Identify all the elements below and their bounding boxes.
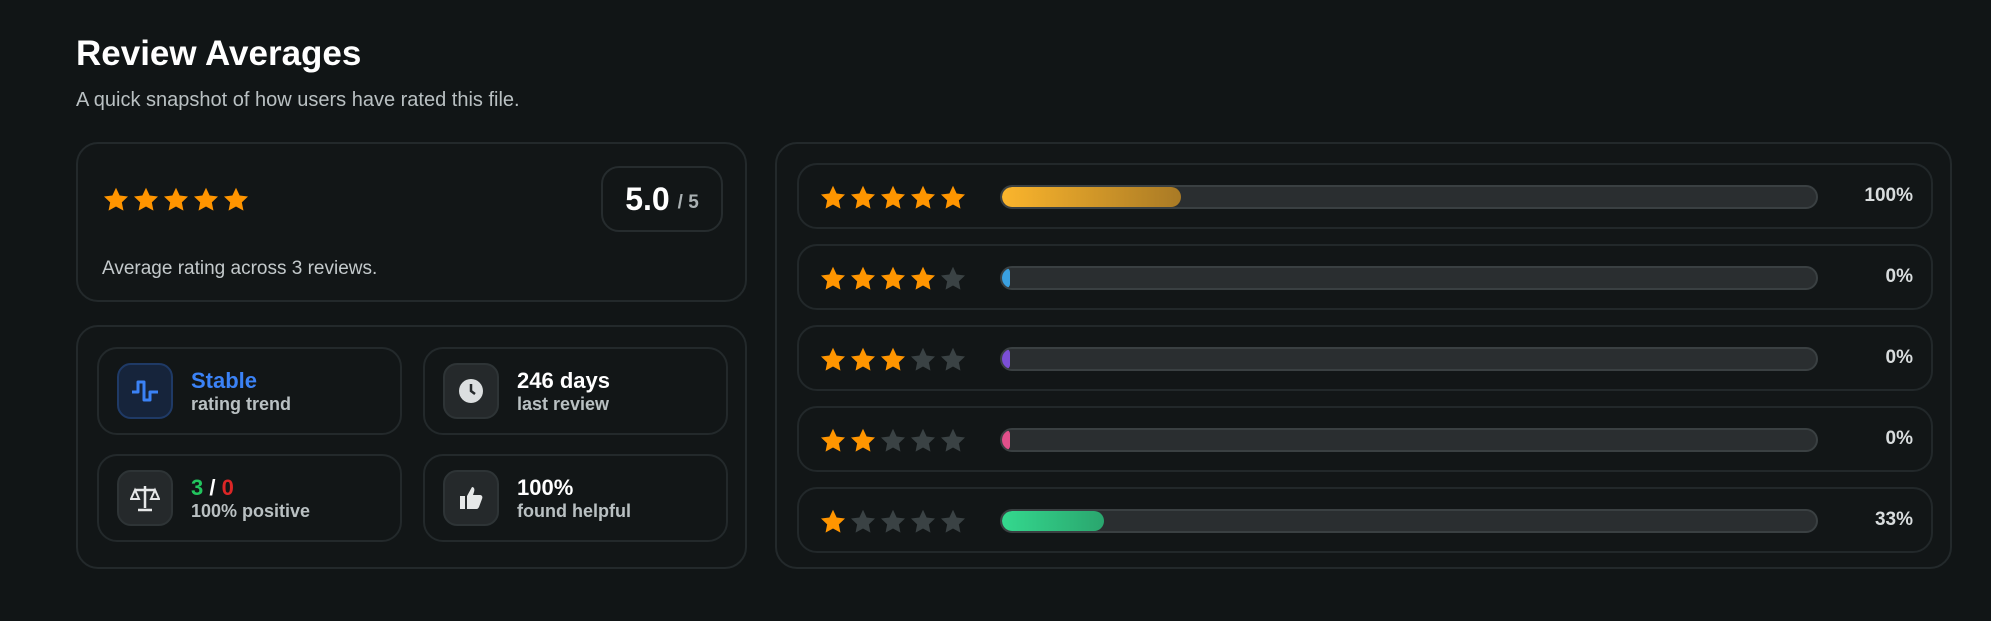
rating-percent: 100%	[1864, 185, 1913, 206]
rating-percent: 33%	[1874, 509, 1913, 530]
average-caption: Average rating across 3 reviews.	[102, 258, 378, 279]
rating-bar	[1000, 185, 1818, 209]
score-badge: 5.0 / 5	[601, 166, 723, 232]
clock-icon	[443, 363, 499, 419]
average-card: 5.0 / 5 Average rating across 3 reviews.	[76, 142, 747, 302]
average-stars	[102, 186, 250, 214]
positive-count: 3	[191, 474, 204, 500]
star-icon	[910, 347, 936, 371]
row-stars	[819, 427, 967, 455]
star-icon	[940, 428, 966, 452]
stat-trend: Stable rating trend	[97, 347, 402, 435]
stat-value: 3 / 0	[191, 475, 310, 500]
stat-label: found helpful	[517, 500, 631, 521]
star-icon	[940, 266, 966, 290]
star-icon	[820, 428, 846, 452]
star-icon	[910, 428, 936, 452]
star-icon	[820, 347, 846, 371]
rating-row-4: 0%	[797, 244, 1933, 310]
stat-label: rating trend	[191, 393, 292, 414]
star-icon	[940, 509, 966, 533]
score-value: 5.0	[625, 180, 670, 217]
star-icon	[103, 187, 129, 211]
rating-bar-fill	[1002, 349, 1010, 369]
row-stars	[819, 265, 967, 293]
star-icon	[910, 509, 936, 533]
page-subtitle: A quick snapshot of how users have rated…	[76, 89, 520, 111]
thumbs-up-icon	[443, 470, 499, 526]
star-icon	[820, 509, 846, 533]
stat-last-review: 246 days last review	[423, 347, 728, 435]
rating-row-5: 100%	[797, 163, 1933, 229]
star-icon	[910, 185, 936, 209]
stat-sentiment: 3 / 0 100% positive	[97, 454, 402, 542]
scale-icon	[117, 470, 173, 526]
stat-label: last review	[517, 393, 610, 414]
star-icon	[133, 187, 159, 211]
separator: /	[203, 474, 222, 500]
stat-value: 246 days	[517, 367, 610, 393]
star-icon	[940, 185, 966, 209]
star-icon	[850, 347, 876, 371]
rating-percent: 0%	[1885, 266, 1913, 287]
star-icon	[880, 509, 906, 533]
star-icon	[163, 187, 189, 211]
star-icon	[193, 187, 219, 211]
breakdown-card: 100% 0% 0% 0% 33%	[775, 142, 1952, 569]
stats-card: Stable rating trend 246 days last review 3…	[76, 325, 747, 569]
row-stars	[819, 184, 967, 212]
row-stars	[819, 508, 967, 536]
stat-value: Stable	[191, 367, 258, 393]
star-icon	[880, 347, 906, 371]
rating-row-3: 0%	[797, 325, 1933, 391]
page-title: Review Averages	[76, 34, 362, 73]
star-icon	[850, 509, 876, 533]
negative-count: 0	[221, 474, 234, 500]
star-icon	[850, 266, 876, 290]
row-stars	[819, 346, 967, 374]
rating-bar-fill	[1002, 187, 1182, 207]
rating-bar-fill	[1002, 511, 1104, 531]
rating-bar	[1000, 428, 1818, 452]
star-icon	[880, 185, 906, 209]
star-icon	[820, 185, 846, 209]
stat-label: 100% positive	[191, 500, 311, 521]
rating-bar-fill	[1002, 268, 1010, 288]
star-icon	[940, 347, 966, 371]
star-icon	[850, 185, 876, 209]
rating-bar-fill	[1002, 430, 1010, 450]
star-icon	[910, 266, 936, 290]
rating-bar	[1000, 266, 1818, 290]
trend-icon	[117, 363, 173, 419]
star-icon	[880, 266, 906, 290]
star-icon	[850, 428, 876, 452]
stat-value: 100%	[517, 474, 574, 500]
rating-row-2: 0%	[797, 406, 1933, 472]
rating-bar	[1000, 347, 1818, 371]
star-icon	[223, 187, 249, 211]
score-max: / 5	[677, 192, 699, 213]
rating-row-1: 33%	[797, 487, 1933, 553]
star-icon	[820, 266, 846, 290]
stat-helpful: 100% found helpful	[423, 454, 728, 542]
star-icon	[880, 428, 906, 452]
rating-percent: 0%	[1885, 347, 1913, 368]
rating-bar	[1000, 509, 1818, 533]
rating-percent: 0%	[1885, 428, 1913, 449]
